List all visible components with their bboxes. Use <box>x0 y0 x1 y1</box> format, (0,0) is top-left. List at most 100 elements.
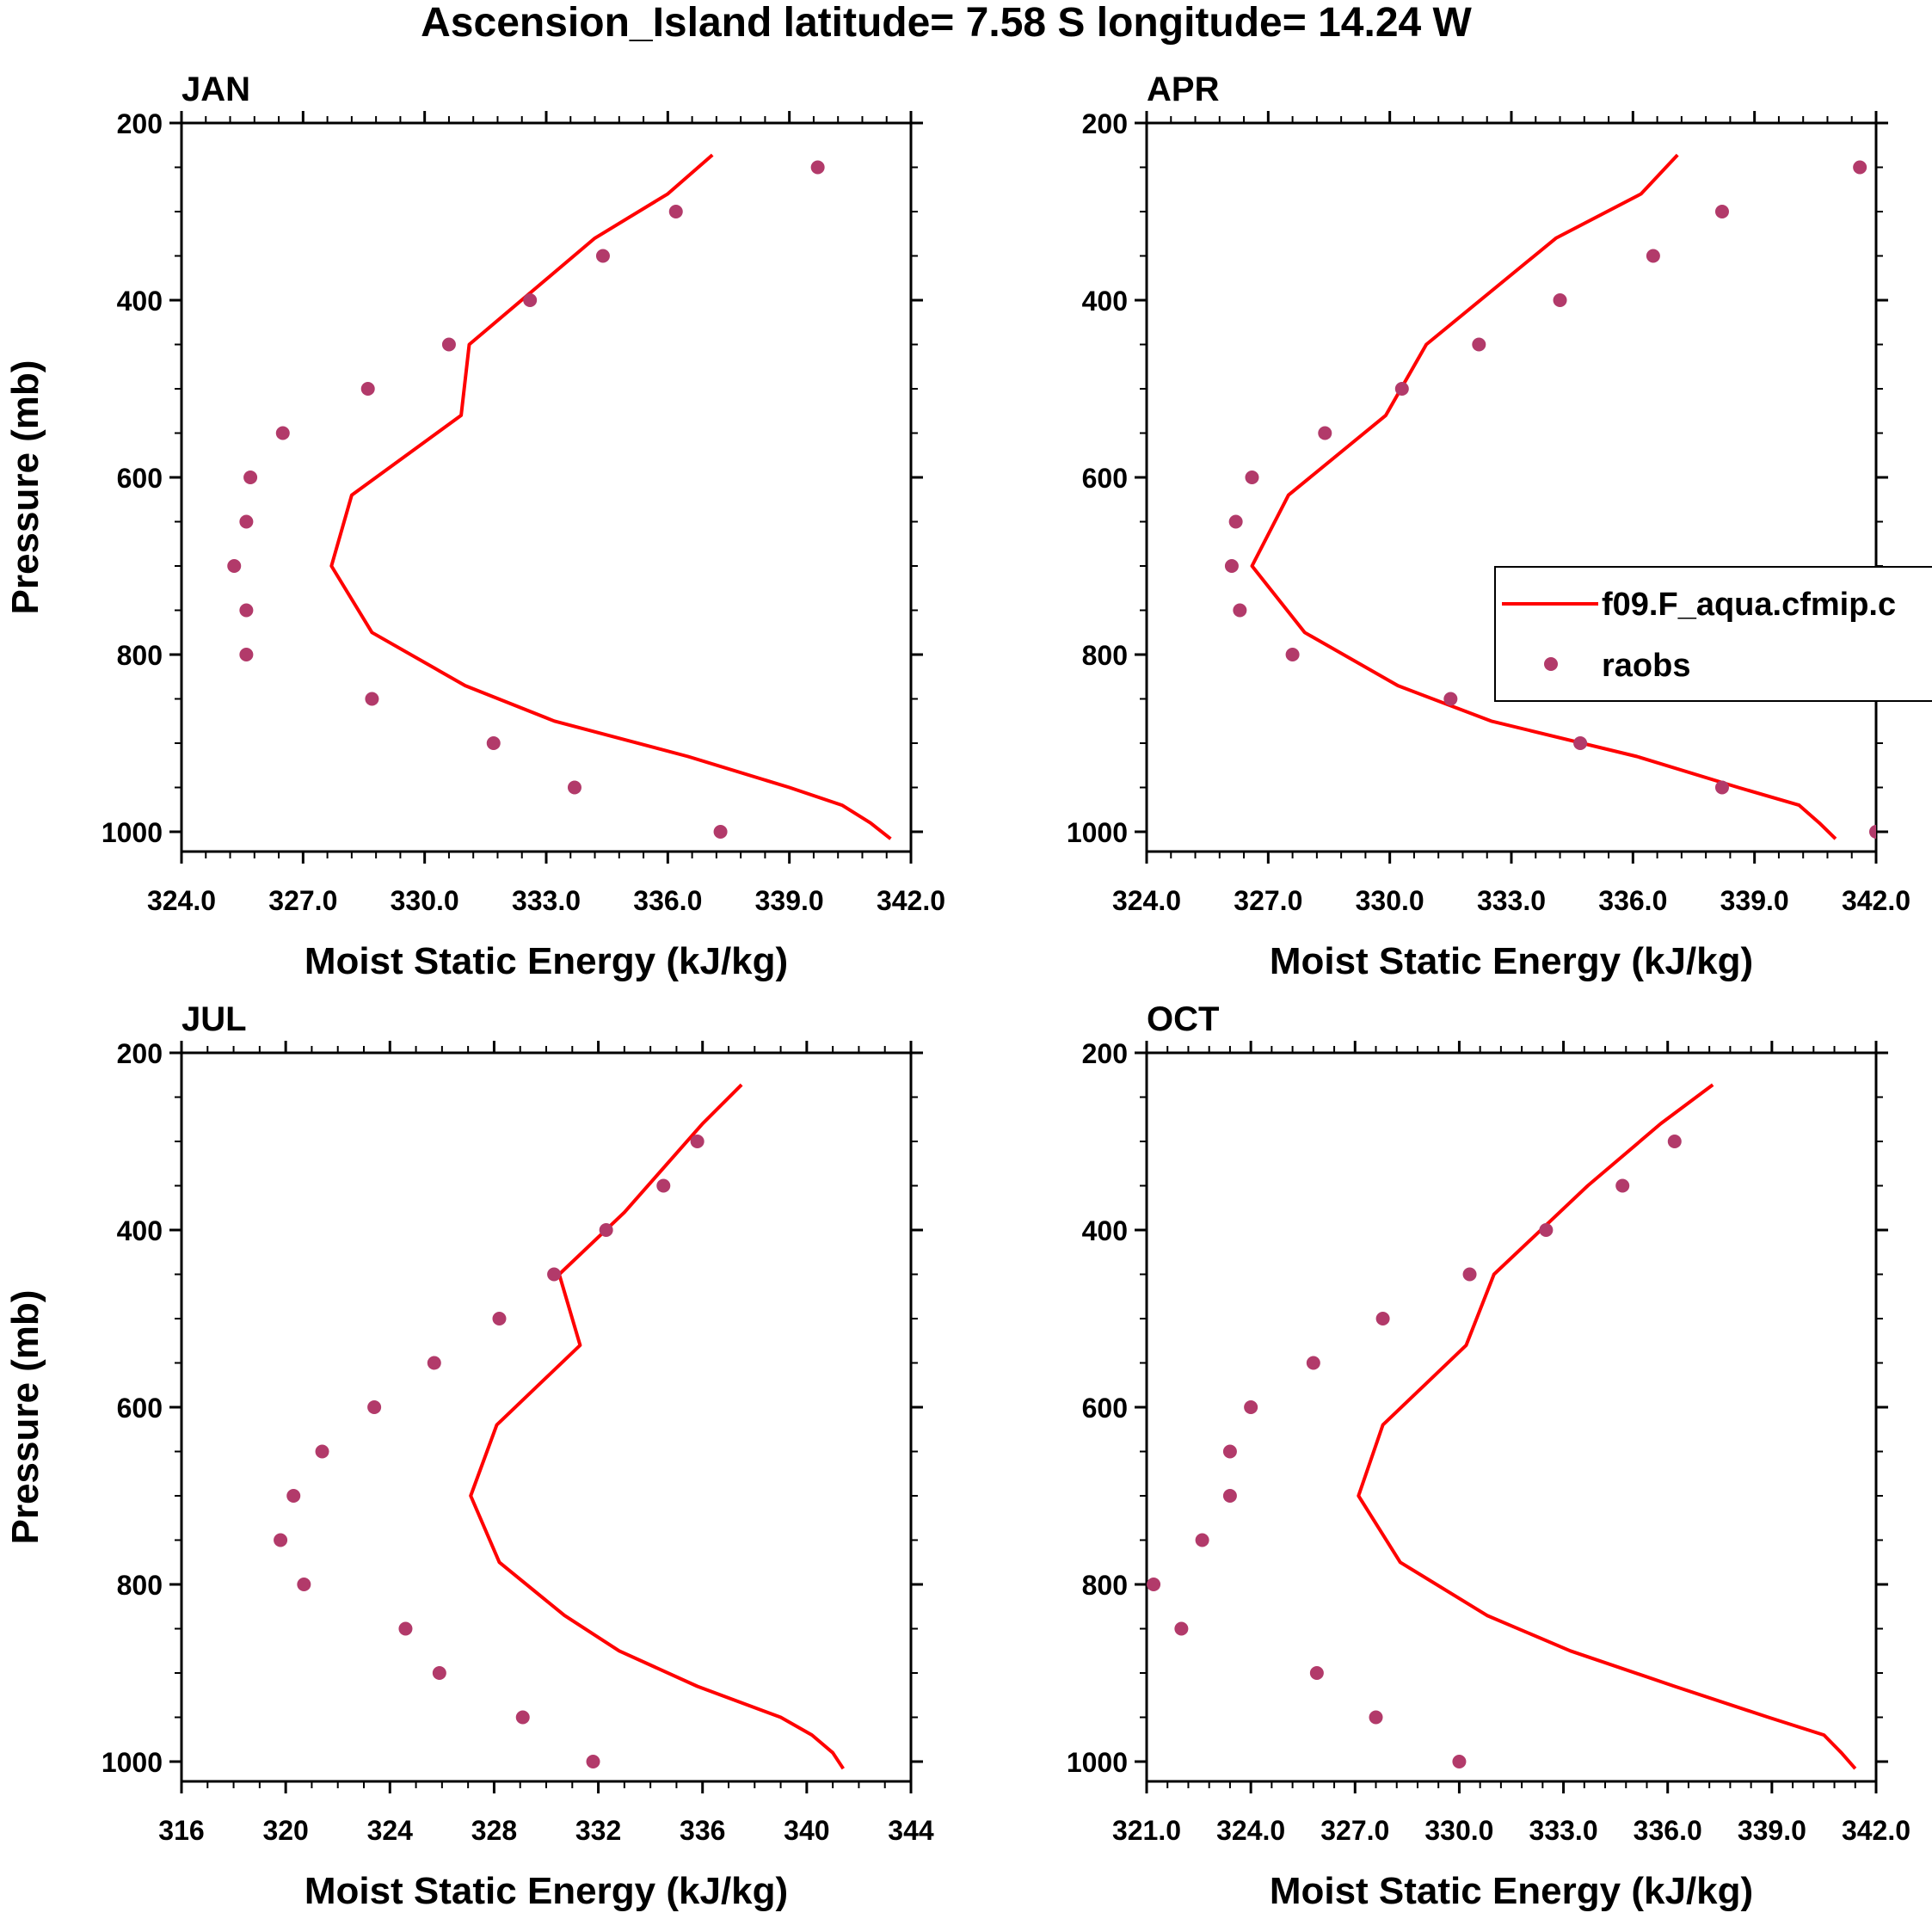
y-tick-label: 1000 <box>102 1747 163 1778</box>
raobs-point <box>239 514 254 529</box>
x-tick-label: 336.0 <box>1634 1815 1702 1846</box>
y-tick-label: 600 <box>1082 1393 1128 1424</box>
raobs-point <box>365 692 379 706</box>
y-tick-label: 400 <box>1082 286 1128 317</box>
y-tick-label: 1000 <box>1067 817 1128 848</box>
x-tick-label: 336.0 <box>1598 885 1667 916</box>
series-line-model <box>1250 153 1837 840</box>
raobs-point <box>1369 1710 1383 1725</box>
x-tick-label: 336.0 <box>633 885 702 916</box>
raobs-point <box>668 205 683 218</box>
raobs-point <box>239 648 254 661</box>
panel-apr: APR 324.0 327.0 330.0 333.0 336.0 339.0 342.0 20… <box>1067 71 1932 982</box>
x-tick-label: 324.0 <box>1216 1815 1285 1846</box>
raobs-point <box>586 1755 600 1768</box>
x-tick-label: 339.0 <box>1720 885 1789 916</box>
y-tick-label: 800 <box>117 1570 163 1601</box>
x-tick-label: 339.0 <box>755 885 824 916</box>
raobs-point <box>1462 1267 1477 1282</box>
raobs-point <box>274 1533 288 1547</box>
x-tick-label: 327.0 <box>1234 885 1302 916</box>
plot-data <box>274 1083 845 1770</box>
raobs-point <box>1539 1223 1554 1237</box>
raobs-point <box>243 471 258 484</box>
x-tick-label: 339.0 <box>1738 1815 1806 1846</box>
raobs-point <box>1667 1135 1682 1148</box>
x-tick-label: 342.0 <box>1842 1815 1910 1846</box>
raobs-point <box>1394 382 1409 396</box>
raobs-point <box>1472 337 1486 352</box>
raobs-point <box>398 1621 413 1636</box>
raobs-point <box>1244 1400 1258 1414</box>
panel-title: APR <box>1147 71 1220 108</box>
raobs-point <box>1195 1533 1209 1547</box>
x-tick-label: 324.0 <box>1112 885 1181 916</box>
raobs-point <box>1869 825 1876 839</box>
raobs-point <box>713 825 728 839</box>
x-axis-label: Moist Static Energy (kJ/kg) <box>1270 1870 1753 1912</box>
raobs-point <box>1318 426 1332 440</box>
raobs-point <box>315 1444 329 1459</box>
x-tick-label: 330.0 <box>1356 885 1424 916</box>
raobs-point <box>1174 1621 1189 1636</box>
raobs-point <box>567 780 581 795</box>
y-tick-label: 1000 <box>1067 1747 1128 1778</box>
y-tick-label: 400 <box>117 286 163 317</box>
raobs-point <box>286 1489 301 1503</box>
raobs-point <box>1375 1312 1390 1325</box>
x-tick-label: 340 <box>784 1815 829 1846</box>
raobs-point <box>1714 780 1729 795</box>
x-axis-label: Moist Static Energy (kJ/kg) <box>305 940 788 982</box>
x-tick-label: 316 <box>158 1815 204 1846</box>
y-tick-label: 600 <box>117 1393 163 1424</box>
y-axis-label: Pressure (mb) <box>4 1290 46 1545</box>
plot-frame <box>180 1051 913 1783</box>
raobs-point <box>1452 1755 1467 1768</box>
panel-jan: JAN 324.0 327.0 330.0 333.0 336.0 339.0 342.0 20… <box>4 71 945 982</box>
raobs-point <box>1222 1444 1237 1459</box>
plot-frame <box>1145 121 1878 853</box>
raobs-point <box>1646 249 1660 263</box>
raobs-point <box>595 249 610 263</box>
legend-label-model: f09.F_aqua.cfmip.c <box>1602 587 1896 623</box>
raobs-point <box>810 160 825 175</box>
raobs-point <box>227 559 242 573</box>
raobs-point <box>486 736 501 750</box>
raobs-point <box>297 1578 311 1591</box>
x-tick-label: 328 <box>471 1815 517 1846</box>
raobs-point <box>1224 559 1239 573</box>
ticks <box>169 1041 923 1793</box>
raobs-point <box>1443 692 1458 706</box>
panel-title: OCT <box>1147 1000 1219 1038</box>
ticks <box>1135 1041 1888 1793</box>
plot-data <box>1147 1083 1857 1770</box>
x-tick-label: 324.0 <box>147 885 216 916</box>
x-tick-label: 327.0 <box>268 885 337 916</box>
y-tick-label: 800 <box>117 640 163 671</box>
ticks <box>169 111 923 864</box>
x-tick-label: 327.0 <box>1320 1815 1389 1846</box>
raobs-point <box>1309 1666 1324 1680</box>
y-tick-label: 200 <box>117 108 163 139</box>
y-tick-label: 1000 <box>102 817 163 848</box>
series-line-model <box>329 153 892 840</box>
x-tick-label: 333.0 <box>1477 885 1546 916</box>
x-axis-label: Moist Static Energy (kJ/kg) <box>305 1870 788 1912</box>
raobs-point <box>1306 1356 1320 1370</box>
x-tick-label: 324 <box>367 1815 414 1846</box>
raobs-point <box>1853 160 1867 175</box>
raobs-point <box>1222 1489 1237 1503</box>
panel-title: JAN <box>182 71 250 108</box>
x-tick-label: 320 <box>262 1815 308 1846</box>
y-tick-label: 600 <box>1082 463 1128 494</box>
y-tick-label: 200 <box>1082 1038 1128 1069</box>
y-tick-label: 200 <box>1082 108 1128 139</box>
panel-oct: OCT 321.0 324.0 327.0 330.0 333.0 336.0 339.0 34… <box>1067 1000 1910 1912</box>
x-tick-label: 336 <box>680 1815 725 1846</box>
raobs-point <box>1233 603 1247 618</box>
raobs-point <box>441 337 456 352</box>
panel-jul: JUL 316 320 324 328 332 336 340 344 200 400 600 800 1… <box>4 1000 934 1912</box>
y-tick-label: 400 <box>117 1215 163 1246</box>
x-tick-label: 330.0 <box>1424 1815 1493 1846</box>
